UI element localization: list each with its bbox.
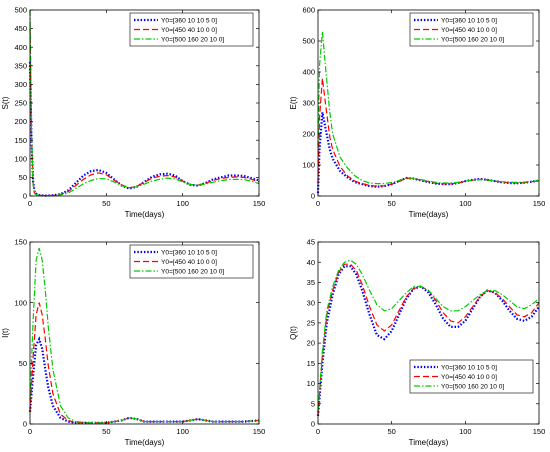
legend-box xyxy=(409,359,534,394)
x-tick-label: 150 xyxy=(533,427,546,436)
chart-panel-2: 0 50 100 150 0 50 100 150 Time(days) I(t) Y0=[360 … xyxy=(1,238,265,447)
y-axis-label: Q(t) xyxy=(289,326,298,340)
legend-entry-2: Y0=[500 160 20 10 0] xyxy=(161,37,224,44)
plot-frame xyxy=(317,241,540,425)
x-tick-label: 0 xyxy=(316,427,320,436)
x-tick-label: 0 xyxy=(28,427,32,436)
x-tick-label: 150 xyxy=(533,199,546,208)
x-tick-label: 0 xyxy=(316,199,320,208)
x-axis-label: Time(days) xyxy=(409,438,449,447)
series-line-1 xyxy=(29,302,260,424)
y-tick-label: 10 xyxy=(307,379,315,388)
legend-entry-1: Y0=[450 40 10 0 0] xyxy=(161,259,217,266)
legend-entry-0: Y0=[360 10 10 5 0] xyxy=(441,365,497,372)
legend-entry-1: Y0=[450 40 10 0 0] xyxy=(441,27,497,34)
x-tick-label: 50 xyxy=(387,199,395,208)
y-axis-label: S(t) xyxy=(1,96,10,109)
y-tick-label: 5 xyxy=(311,399,315,408)
x-tick-label: 100 xyxy=(176,199,189,208)
x-tick-label: 100 xyxy=(459,427,472,436)
y-tick-label: 450 xyxy=(14,24,27,33)
y-tick-label: 0 xyxy=(311,420,315,429)
x-tick-label: 100 xyxy=(459,199,472,208)
y-tick-label: 0 xyxy=(311,192,315,201)
y-tick-label: 100 xyxy=(14,154,27,163)
series-line-2 xyxy=(317,259,540,412)
y-tick-label: 300 xyxy=(302,99,315,108)
x-tick-label: 0 xyxy=(28,199,32,208)
x-tick-label: 150 xyxy=(253,199,266,208)
legend-entry-1: Y0=[450 40 10 0 0] xyxy=(161,27,217,34)
legend-entry-2: Y0=[500 160 20 10 0] xyxy=(441,384,504,391)
x-axis-label: Time(days) xyxy=(125,210,165,219)
y-tick-label: 250 xyxy=(14,99,27,108)
legend: Y0=[360 10 10 5 0] Y0=[450 40 10 0 0] Y0=[… xyxy=(409,359,534,394)
chart-panel-0: 0 50 100 150 0 50 100 150 200 250 300 350 400 450 500 T… xyxy=(1,6,265,219)
y-tick-label: 150 xyxy=(14,238,27,247)
y-tick-label: 500 xyxy=(302,37,315,46)
legend-entry-1: Y0=[450 40 10 0 0] xyxy=(441,374,497,381)
legend-box xyxy=(129,244,254,279)
y-tick-label: 150 xyxy=(14,136,27,145)
series-line-0 xyxy=(316,265,540,416)
y-tick-label: 50 xyxy=(19,173,27,182)
y-tick-label: 40 xyxy=(307,258,315,267)
chart-panel-1: 0 50 100 150 0 100 200 300 400 500 600 Time(days) E(… xyxy=(289,6,545,219)
series-line-2 xyxy=(317,31,540,185)
legend: Y0=[360 10 10 5 0] Y0=[450 40 10 0 0] Y0=[… xyxy=(129,244,254,279)
y-tick-label: 300 xyxy=(14,80,27,89)
y-axis-label: E(t) xyxy=(289,96,298,109)
y-tick-label: 400 xyxy=(302,68,315,77)
x-axis-label: Time(days) xyxy=(125,438,165,447)
y-tick-label: 30 xyxy=(307,298,315,307)
chart-panel-3: 0 50 100 150 0 5 10 15 20 25 30 35 40 45 Time(days) Q(t… xyxy=(289,238,545,447)
y-axis-label: I(t) xyxy=(1,328,10,338)
y-tick-label: 45 xyxy=(307,238,315,247)
y-tick-label: 200 xyxy=(14,117,27,126)
series-line-2 xyxy=(29,247,260,424)
y-tick-label: 100 xyxy=(14,298,27,307)
y-tick-label: 0 xyxy=(23,192,27,201)
legend-entry-0: Y0=[360 10 10 5 0] xyxy=(161,18,217,25)
series-line-0 xyxy=(28,336,260,424)
legend-entry-0: Y0=[360 10 10 5 0] xyxy=(161,250,217,257)
y-tick-label: 15 xyxy=(307,359,315,368)
legend-entry-2: Y0=[500 160 20 10 0] xyxy=(161,269,224,276)
y-tick-label: 400 xyxy=(14,43,27,52)
legend: Y0=[360 10 10 5 0] Y0=[450 40 10 0 0] Y0=[… xyxy=(129,12,254,47)
legend-box xyxy=(409,12,534,47)
y-tick-label: 35 xyxy=(307,278,315,287)
legend: Y0=[360 10 10 5 0] Y0=[450 40 10 0 0] Y0=[… xyxy=(409,12,534,47)
x-tick-label: 100 xyxy=(176,427,189,436)
x-axis-label: Time(days) xyxy=(409,210,449,219)
y-tick-label: 20 xyxy=(307,339,315,348)
y-tick-label: 500 xyxy=(14,6,27,15)
y-tick-label: 25 xyxy=(307,318,315,327)
x-tick-label: 150 xyxy=(253,427,266,436)
y-tick-label: 600 xyxy=(302,6,315,15)
legend-entry-2: Y0=[500 160 20 10 0] xyxy=(441,37,504,44)
plot-frame xyxy=(29,241,260,425)
y-tick-label: 200 xyxy=(302,130,315,139)
series-line-0 xyxy=(28,62,260,197)
legend-box xyxy=(129,12,254,47)
y-tick-label: 100 xyxy=(302,161,315,170)
x-tick-label: 50 xyxy=(102,199,110,208)
series-line-1 xyxy=(317,78,540,187)
x-tick-label: 50 xyxy=(387,427,395,436)
y-tick-label: 350 xyxy=(14,61,27,70)
y-tick-label: 50 xyxy=(19,359,27,368)
y-tick-label: 0 xyxy=(23,420,27,429)
legend-entry-0: Y0=[360 10 10 5 0] xyxy=(441,18,497,25)
x-tick-label: 50 xyxy=(102,427,110,436)
series-line-1 xyxy=(29,28,260,197)
